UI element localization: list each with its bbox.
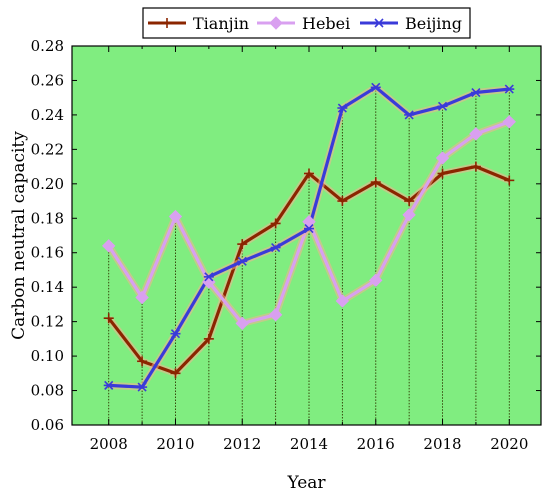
y-tick-label: 0.24 — [31, 106, 64, 124]
data-point-beijing — [404, 110, 415, 120]
data-point-tianjin — [304, 168, 315, 179]
data-point-hebei — [369, 273, 383, 287]
y-tick-label: 0.10 — [31, 347, 64, 365]
y-tick-label: 0.14 — [31, 278, 64, 296]
data-point-tianjin — [270, 218, 281, 229]
data-point-beijing — [470, 87, 481, 98]
data-point-beijing — [203, 272, 214, 282]
y-tick-label: 0.16 — [31, 244, 64, 262]
y-tick-label: 0.26 — [31, 71, 64, 89]
x-axis-title: Year — [286, 473, 326, 493]
x-tick-label: 2020 — [490, 435, 528, 453]
legend-label-hebei: Hebei — [302, 14, 350, 33]
drop-lines — [108, 87, 510, 425]
data-point-beijing — [137, 382, 148, 392]
data-point-tianjin — [137, 356, 148, 367]
y-tick-label: 0.12 — [31, 313, 64, 331]
x-tick-label: 2008 — [90, 435, 128, 453]
data-point-beijing — [304, 224, 315, 234]
plot-frame — [71, 45, 542, 426]
data-point-tianjin — [170, 368, 181, 379]
data-point-hebei — [335, 294, 350, 308]
data-point-hebei — [168, 209, 183, 224]
data-point-tianjin — [337, 196, 348, 207]
x-tick-label: 2012 — [223, 435, 261, 453]
data-point-hebei — [435, 151, 450, 165]
y-tick-label: 0.20 — [31, 175, 64, 193]
data-point-tianjin — [203, 333, 214, 344]
y-tick-label: 0.08 — [31, 382, 64, 400]
legend: Tianjin Hebei Beijing — [142, 7, 471, 39]
data-point-tianjin — [437, 168, 448, 179]
y-tick-label: 0.28 — [31, 37, 64, 55]
data-point-hebei — [102, 239, 116, 253]
legend-marker — [269, 16, 283, 30]
y-axis: 0.06 0.08 0.10 0.12 0.14 0.16 0.18 0.20 0.22 0.24… — [31, 37, 541, 434]
data-point-hebei — [469, 127, 483, 141]
data-point-hebei — [268, 308, 283, 322]
data-point-tianjin — [103, 313, 114, 324]
y-tick-label: 0.18 — [31, 209, 64, 227]
data-point-tianjin — [470, 161, 481, 172]
data-point-beijing — [170, 329, 181, 339]
legend-label-beijing: Beijing — [405, 14, 462, 33]
data-point-tianjin — [404, 196, 415, 207]
data-point-hebei — [502, 115, 516, 129]
data-point-tianjin — [504, 175, 515, 186]
data-point-hebei — [235, 316, 249, 331]
data-point-beijing — [237, 256, 248, 266]
legend-marker — [374, 18, 384, 28]
y-tick-label: 0.22 — [31, 140, 64, 158]
legend-marker — [162, 18, 172, 28]
legend-box — [142, 7, 471, 39]
x-tick-label: 2016 — [357, 435, 395, 453]
data-point-beijing — [270, 242, 281, 253]
legend-label-tianjin: Tianjin — [193, 14, 249, 33]
x-axis: 2008 2010 2012 2014 2016 2018 2020 — [90, 46, 528, 453]
series-markers — [102, 82, 516, 392]
x-tick-label: 2018 — [423, 435, 461, 453]
y-axis-title: Carbon neutral capacity — [9, 131, 29, 340]
data-point-hebei — [402, 208, 416, 222]
x-tick-label: 2010 — [156, 435, 194, 453]
data-point-tianjin — [370, 177, 381, 188]
data-point-tianjin — [237, 239, 248, 250]
data-point-beijing — [504, 84, 515, 94]
data-point-beijing — [103, 380, 114, 390]
data-point-beijing — [437, 101, 448, 111]
data-point-beijing — [370, 82, 381, 92]
data-point-beijing — [337, 103, 348, 113]
data-point-hebei — [135, 290, 149, 305]
x-tick-label: 2014 — [290, 435, 328, 453]
y-tick-label: 0.06 — [31, 416, 64, 434]
